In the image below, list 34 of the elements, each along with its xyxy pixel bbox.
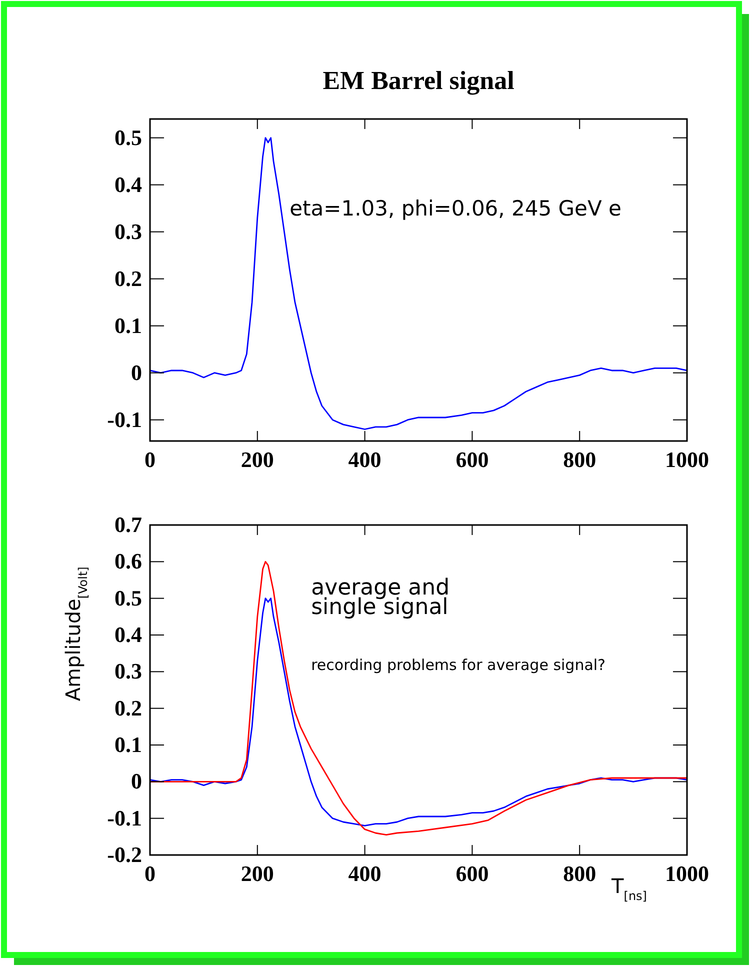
- y-tick-label: 0.2: [114, 266, 142, 291]
- line-series: [150, 598, 687, 826]
- y-tick-label: 0.5: [114, 124, 142, 150]
- y-tick-label: 0.4: [114, 172, 142, 197]
- y-tick-label: 0.6: [114, 548, 142, 574]
- x-tick-label: 800: [563, 447, 596, 472]
- x-tick-label: 200: [240, 447, 274, 472]
- x-tick-label: 1000: [665, 861, 709, 886]
- y-tick-label: 0.1: [114, 732, 142, 757]
- y-tick-label: 0: [131, 360, 142, 385]
- y-tick-label: 0.7: [114, 512, 142, 537]
- x-tick-label: 400: [348, 861, 382, 886]
- x-tick-label: 400: [348, 447, 382, 472]
- line-series: [150, 137, 687, 430]
- y-tick-label: 0: [131, 768, 142, 794]
- y-tick-label: 0.3: [114, 218, 142, 244]
- annotation: recording problems for average signal?: [311, 656, 606, 674]
- x-tick-label: 600: [456, 447, 489, 472]
- y-tick-label: 0.2: [114, 695, 142, 720]
- line-series: [150, 560, 687, 836]
- x-tick-label: 600: [456, 861, 489, 886]
- y-tick-label: 0.3: [114, 658, 142, 684]
- annotation: eta=1.03, phi=0.06, 245 GeV e: [290, 196, 622, 221]
- y-tick-label: 0.4: [114, 622, 142, 647]
- x-tick-label: 800: [563, 861, 596, 886]
- x-axis-title: T$_{[ns]}$: [610, 874, 647, 903]
- y-tick-label: -0.1: [107, 406, 142, 432]
- y-tick-label: -0.2: [107, 842, 142, 867]
- y-tick-label: 0.1: [114, 312, 142, 338]
- y-tick-label: -0.1: [107, 805, 142, 830]
- x-tick-label: 1000: [665, 447, 709, 472]
- y-tick-label: 0.5: [114, 585, 142, 610]
- x-tick-label: 200: [240, 861, 274, 886]
- chart-title: EM Barrel signal: [322, 66, 514, 95]
